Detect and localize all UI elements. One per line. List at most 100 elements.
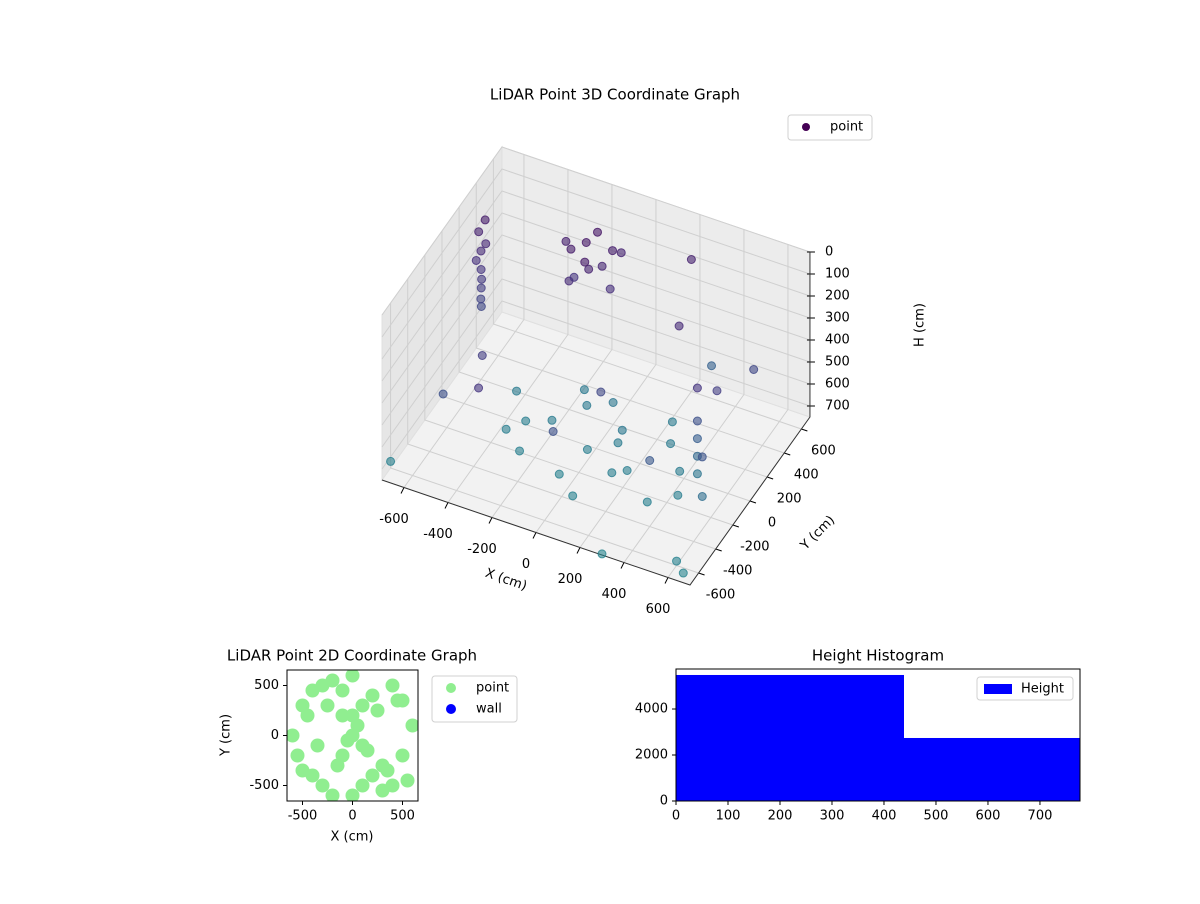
y-tick-label: -600 (706, 588, 736, 603)
x-tick-label: 600 (976, 809, 1001, 824)
point (481, 239, 491, 249)
x-tick-label: 200 (768, 809, 793, 824)
point (596, 387, 606, 397)
point (645, 456, 655, 465)
grid-line (381, 190, 811, 360)
point (325, 673, 340, 688)
point (474, 227, 484, 237)
plot-area (287, 670, 418, 801)
point (673, 490, 683, 500)
point (566, 244, 576, 254)
grid-line (381, 212, 811, 382)
point (597, 261, 607, 271)
grid-line (424, 255, 734, 526)
bar (903, 737, 1080, 801)
point (607, 468, 617, 478)
z-tick-label: 100 (825, 267, 850, 282)
x-tick-label: -400 (423, 527, 453, 542)
grid-line (492, 159, 802, 430)
z-tick-label: 200 (825, 289, 850, 304)
y-tick-label: 500 (254, 678, 279, 693)
grid-line (381, 168, 811, 338)
point (476, 265, 486, 274)
point (672, 556, 682, 566)
x-tick-label: 100 (716, 809, 741, 824)
legend-label: point (830, 120, 863, 135)
point (345, 728, 360, 743)
point (365, 688, 380, 703)
point (597, 549, 607, 559)
legend-marker (446, 704, 456, 714)
grid-line (381, 256, 811, 426)
point (616, 248, 626, 258)
point (568, 491, 578, 501)
point (385, 778, 400, 793)
point (325, 788, 340, 801)
point (686, 255, 696, 264)
y-tick-label: 2000 (635, 748, 668, 763)
grid-line (447, 169, 569, 503)
y-tick (698, 572, 705, 576)
point (335, 683, 350, 698)
y-tick (715, 548, 722, 552)
point (355, 778, 370, 793)
point (320, 698, 335, 713)
y-tick (766, 476, 774, 480)
x-tick-label: 0 (522, 557, 530, 572)
legend-marker (984, 684, 1012, 694)
point (400, 773, 415, 788)
z-tick-label: 300 (825, 311, 850, 326)
x-tick-label: 0 (348, 809, 356, 824)
point (581, 238, 591, 247)
point (355, 698, 370, 713)
point (477, 274, 487, 284)
y-tick-label: 400 (794, 468, 819, 483)
point (476, 302, 486, 311)
point (515, 446, 525, 456)
point (582, 445, 592, 454)
point (305, 683, 320, 698)
point (675, 466, 685, 476)
x-tick (576, 547, 581, 554)
point (385, 678, 400, 693)
legend-marker (802, 123, 810, 131)
grid-line (407, 279, 716, 550)
x-tick (664, 577, 669, 584)
point (666, 439, 676, 449)
point (335, 748, 350, 763)
z-tick-label: 700 (825, 399, 850, 414)
point (697, 452, 707, 462)
grid-line (458, 207, 768, 478)
grid-line (390, 303, 699, 574)
x-tick-label: -500 (288, 809, 318, 824)
point (512, 386, 522, 396)
point (438, 389, 448, 399)
z-tick-label: 500 (825, 355, 850, 370)
y-tick-label: 0 (768, 516, 776, 531)
point (370, 703, 385, 718)
x-tick-label: 500 (390, 809, 415, 824)
grid-line (623, 229, 745, 563)
x-tick (532, 532, 537, 539)
legend-marker (446, 683, 456, 693)
axes-frame (675, 668, 1081, 802)
x-tick-label: 200 (558, 572, 583, 587)
x-tick-label: -600 (379, 512, 409, 527)
x-axis-label: X (cm) (331, 830, 374, 845)
point (593, 227, 603, 237)
point (287, 728, 300, 743)
point (712, 386, 722, 396)
point (335, 708, 350, 723)
y-axis-label: Y (cm) (219, 714, 234, 757)
z-tick-label: 0 (825, 245, 833, 260)
x-tick-label: 300 (820, 809, 845, 824)
chart-title: LiDAR Point 2D Coordinate Graph (227, 647, 477, 665)
y-tick (749, 500, 757, 504)
point (674, 321, 684, 331)
x-tick-label: 400 (872, 809, 897, 824)
grid-line (403, 154, 525, 488)
grid-line (491, 184, 613, 518)
grid-line (381, 234, 811, 404)
x-tick (400, 487, 405, 494)
point (692, 434, 702, 444)
